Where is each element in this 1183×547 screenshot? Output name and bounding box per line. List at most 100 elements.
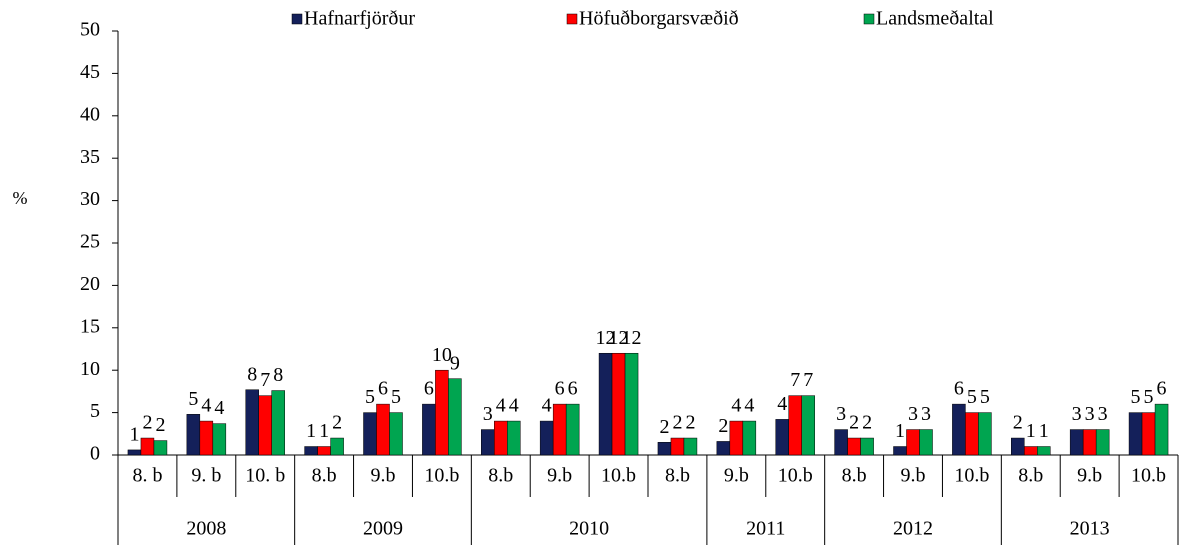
bar <box>376 403 390 456</box>
bar <box>539 420 554 456</box>
data-label: 4 <box>542 395 552 417</box>
data-label: 2 <box>849 412 859 434</box>
data-label: 7 <box>260 369 270 391</box>
legend-label: Höfuðborgarsvæðið <box>579 8 739 30</box>
data-label: 2 <box>155 414 165 436</box>
legend-swatch <box>566 13 578 25</box>
bar <box>729 420 744 456</box>
x-tick-label: 8.b <box>488 465 513 487</box>
y-tick-label: 35 <box>80 146 100 168</box>
bar <box>317 446 331 456</box>
bar <box>801 395 815 456</box>
data-label: 3 <box>1085 403 1095 425</box>
bar <box>304 446 318 456</box>
bar <box>389 412 403 456</box>
bar <box>363 412 377 456</box>
legend-label: Landsmeðaltal <box>876 8 994 30</box>
x-tick-label: 10.b <box>424 465 459 487</box>
data-label: 4 <box>744 395 754 417</box>
data-label: 6 <box>568 378 578 400</box>
x-tick-label: 9.b <box>1077 465 1102 487</box>
x-tick-label: 9.b <box>724 465 749 487</box>
bar <box>481 429 495 456</box>
bar <box>670 437 685 456</box>
bar <box>657 442 672 456</box>
data-label: 3 <box>483 403 493 425</box>
bar <box>847 437 861 456</box>
bar <box>330 437 344 456</box>
bar <box>860 437 874 456</box>
data-label: 6 <box>954 378 964 400</box>
bar <box>624 352 639 456</box>
data-label: 4 <box>777 393 787 415</box>
data-label: 4 <box>496 395 506 417</box>
x-tick-label: 8.b <box>1018 465 1043 487</box>
bar <box>140 437 155 456</box>
bar <box>1069 429 1084 456</box>
bar <box>245 389 259 456</box>
bar <box>1128 412 1143 456</box>
bar <box>153 440 168 456</box>
data-label: 7 <box>803 369 813 391</box>
bar <box>683 437 698 456</box>
bar <box>952 403 966 456</box>
legend-swatch <box>863 13 875 25</box>
bar <box>448 378 462 456</box>
bar <box>906 429 920 456</box>
x-tick-label: 8.b <box>312 465 337 487</box>
y-axis-label: % <box>13 188 28 208</box>
bar <box>611 352 626 456</box>
x-tick-label: 10.b <box>1131 465 1166 487</box>
bar <box>775 419 789 456</box>
legend-swatch <box>291 13 303 25</box>
data-label: 4 <box>214 397 224 419</box>
bar <box>742 420 757 456</box>
data-label: 2 <box>332 412 342 434</box>
x-tick-label: 10.b <box>778 465 813 487</box>
group-label: 2011 <box>746 518 785 540</box>
group-label: 2013 <box>1070 518 1110 540</box>
bar <box>1024 446 1038 456</box>
y-tick-label: 0 <box>90 443 100 465</box>
y-tick-label: 40 <box>80 103 100 125</box>
data-label: 2 <box>659 416 669 438</box>
data-label: 5 <box>1131 386 1141 408</box>
data-label: 4 <box>201 395 211 417</box>
data-label: 12 <box>609 327 629 349</box>
bar <box>212 423 227 456</box>
x-tick-label: 8. b <box>132 465 162 487</box>
data-label: 6 <box>424 378 434 400</box>
y-tick-label: 45 <box>80 61 100 83</box>
group-label: 2008 <box>186 518 226 540</box>
data-label: 5 <box>1144 386 1154 408</box>
data-label: 3 <box>921 403 931 425</box>
bar <box>186 414 201 456</box>
bar <box>127 449 142 456</box>
x-tick-label: 8.b <box>665 465 690 487</box>
data-label: 2 <box>1013 412 1023 434</box>
data-label: 10 <box>432 344 452 366</box>
data-label: 5 <box>188 388 198 410</box>
data-label: 4 <box>731 395 741 417</box>
x-tick-label: 8.b <box>842 465 867 487</box>
bar <box>1141 412 1156 456</box>
bar <box>422 403 436 456</box>
bar <box>1095 429 1110 456</box>
x-tick-label: 10. b <box>245 465 285 487</box>
bar <box>494 420 508 456</box>
x-tick-label: 10.b <box>954 465 989 487</box>
bar <box>965 412 979 456</box>
bar <box>271 390 285 456</box>
data-label: 9 <box>450 352 460 374</box>
data-label: 3 <box>1072 403 1082 425</box>
data-label: 5 <box>980 386 990 408</box>
x-tick-label: 9.b <box>547 465 572 487</box>
y-tick-label: 25 <box>80 231 100 253</box>
data-label: 5 <box>967 386 977 408</box>
x-tick-label: 9.b <box>371 465 396 487</box>
bar <box>788 395 802 456</box>
bar <box>552 403 567 456</box>
data-label: 1 <box>895 420 905 442</box>
